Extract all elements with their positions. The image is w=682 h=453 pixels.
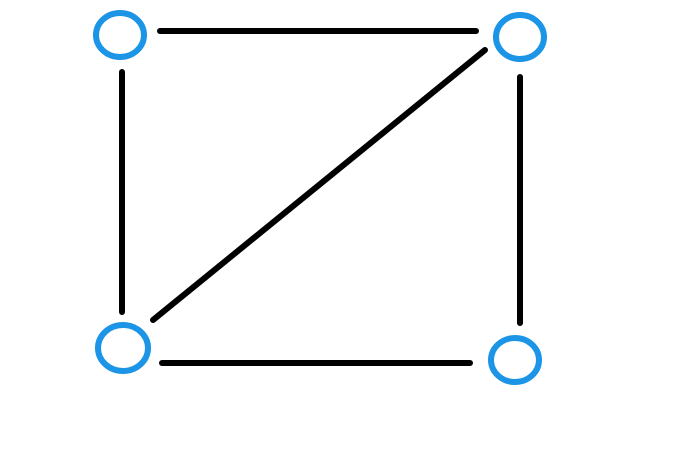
node-bottom-left bbox=[95, 322, 151, 374]
node-layer bbox=[93, 10, 547, 385]
node-top-right bbox=[493, 12, 547, 62]
node-bottom-right bbox=[488, 335, 542, 385]
edge-layer bbox=[119, 28, 523, 366]
node-top-left bbox=[93, 10, 147, 60]
edge-bottom-left-to-top-right bbox=[150, 47, 488, 323]
